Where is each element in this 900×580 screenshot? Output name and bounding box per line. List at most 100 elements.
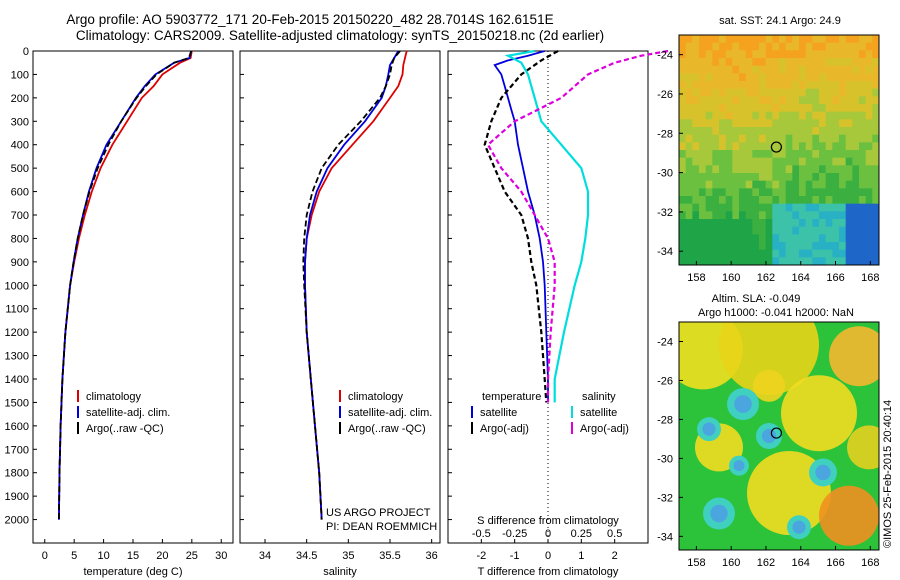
sst-cell [739, 127, 747, 136]
sst-cell [839, 73, 847, 82]
sst-cell [745, 203, 753, 212]
sst-cell [785, 81, 793, 90]
sst-cell [772, 196, 780, 205]
sst-cell [872, 119, 879, 128]
sst-map-frame [678, 34, 880, 266]
sst-cell [825, 58, 833, 67]
top-tick-label: 0 [545, 528, 551, 540]
sst-cell [765, 180, 773, 189]
sst-cell [785, 134, 793, 143]
sst-cell [752, 104, 760, 113]
sst-cell [699, 142, 707, 151]
sst-cell [752, 35, 760, 44]
map-y-tick-label: -30 [657, 168, 673, 180]
sst-cell [679, 219, 687, 228]
sst-cell [859, 165, 867, 174]
sst-cell [859, 35, 867, 44]
y-tick-label: 1600 [5, 421, 29, 433]
sst-cell [739, 142, 747, 151]
sst-cell [812, 211, 820, 220]
sst-cell [799, 119, 807, 128]
sst-cell [705, 50, 713, 59]
sst-cell [679, 35, 687, 44]
sst-cell [685, 119, 693, 128]
sst-cell [699, 196, 707, 205]
sst-cell [725, 81, 733, 90]
sst-cell [752, 142, 760, 151]
sst-cell [859, 58, 867, 67]
sst-cell [765, 211, 773, 220]
sst-cell [819, 42, 827, 51]
sst-cell [872, 111, 879, 120]
sst-cell [725, 111, 733, 120]
sst-cell [725, 65, 733, 74]
sst-cell [699, 81, 707, 90]
sst-cell [819, 226, 827, 235]
sst-cell [832, 203, 840, 212]
sst-cell [765, 150, 773, 159]
sst-cell [839, 211, 847, 220]
sst-cell [679, 134, 687, 143]
sst-cell [845, 50, 853, 59]
sst-cell [852, 234, 860, 243]
sst-cell [752, 226, 760, 235]
sst-cell [692, 96, 700, 105]
sst-cell [825, 249, 833, 258]
sst-cell [792, 211, 800, 220]
sst-cell [832, 180, 840, 189]
sst-cell [792, 88, 800, 97]
sst-cell [779, 203, 787, 212]
sst-cell [679, 96, 687, 105]
sst-cell [812, 73, 820, 82]
sst-cell [785, 127, 793, 136]
sst-cell [732, 65, 740, 74]
sst-cell [845, 226, 853, 235]
sst-cell [845, 58, 853, 67]
sst-cell [872, 234, 879, 243]
sst-cell [759, 157, 767, 166]
sst-cell [712, 88, 720, 97]
sst-cell [825, 226, 833, 235]
sst-cell [832, 142, 840, 151]
sst-cell [732, 196, 740, 205]
sst-cell [759, 203, 767, 212]
sst-cell [679, 58, 687, 67]
sst-cell [785, 165, 793, 174]
sst-cell [872, 127, 879, 136]
sst-cell [779, 173, 787, 182]
sst-cell [699, 88, 707, 97]
sst-cell [679, 73, 687, 82]
sst-cell [799, 219, 807, 228]
sst-cell [732, 134, 740, 143]
sst-cell [852, 50, 860, 59]
sst-cell [725, 180, 733, 189]
sst-cell [685, 58, 693, 67]
sst-cell [739, 165, 747, 174]
sst-cell [745, 58, 753, 67]
sst-cell [859, 142, 867, 151]
sst-cell [752, 127, 760, 136]
sst-cell [832, 157, 840, 166]
sst-cell [819, 188, 827, 197]
sst-cell [685, 88, 693, 97]
sst-cell [719, 249, 727, 258]
sst-cell [799, 188, 807, 197]
sst-cell [865, 249, 873, 258]
sst-cell [685, 142, 693, 151]
sst-cell [799, 88, 807, 97]
sst-cell [759, 257, 767, 265]
sst-cell [792, 234, 800, 243]
sst-cell [872, 242, 879, 251]
sst-cell [805, 211, 813, 220]
sst-cell [752, 242, 760, 251]
sst-cell [772, 150, 780, 159]
sst-cell [739, 203, 747, 212]
sst-cell [759, 35, 767, 44]
sst-cell [805, 35, 813, 44]
sst-cell [745, 219, 753, 228]
sst-cell [752, 165, 760, 174]
sst-cell [745, 157, 753, 166]
sst-cell [859, 234, 867, 243]
sst-cell [805, 104, 813, 113]
sst-cell [845, 157, 853, 166]
